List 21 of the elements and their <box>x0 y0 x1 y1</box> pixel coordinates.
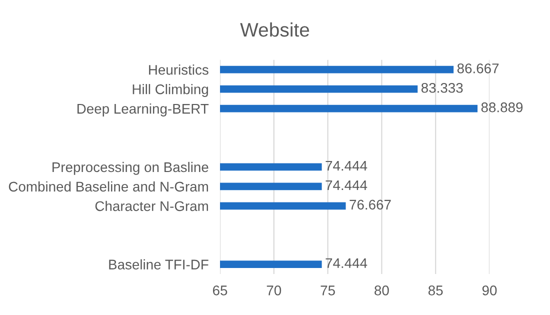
chart-title: Website <box>240 22 310 37</box>
x-tick-label: 65 <box>212 286 228 296</box>
data-label: 86.667 <box>457 63 499 74</box>
y-tick-label: Heuristics <box>149 64 208 75</box>
x-tick-label: 80 <box>374 286 389 296</box>
x-tick-label: 90 <box>482 286 497 296</box>
x-tick-label: 75 <box>320 286 335 296</box>
y-tick-label: Hill Climbing <box>132 84 208 97</box>
x-tick-label: 70 <box>266 286 282 296</box>
y-tick-label: Preprocessing on Basline <box>52 162 208 175</box>
y-tick-label: Baseline TFI-DF <box>109 259 208 270</box>
x-tick-label: 85 <box>428 286 443 296</box>
y-tick-label: Character N-Gram <box>95 200 208 212</box>
data-label: 88.889 <box>481 102 523 112</box>
y-tick-label: Combined Baseline and N-Gram <box>8 181 208 192</box>
data-label: 74.444 <box>326 180 368 190</box>
data-label: 74.444 <box>326 160 368 171</box>
y-tick-label: Deep Learning-BERT <box>77 104 209 116</box>
data-label: 74.444 <box>326 258 368 268</box>
data-label: 76.667 <box>350 200 391 210</box>
data-label: 83.333 <box>421 82 463 93</box>
